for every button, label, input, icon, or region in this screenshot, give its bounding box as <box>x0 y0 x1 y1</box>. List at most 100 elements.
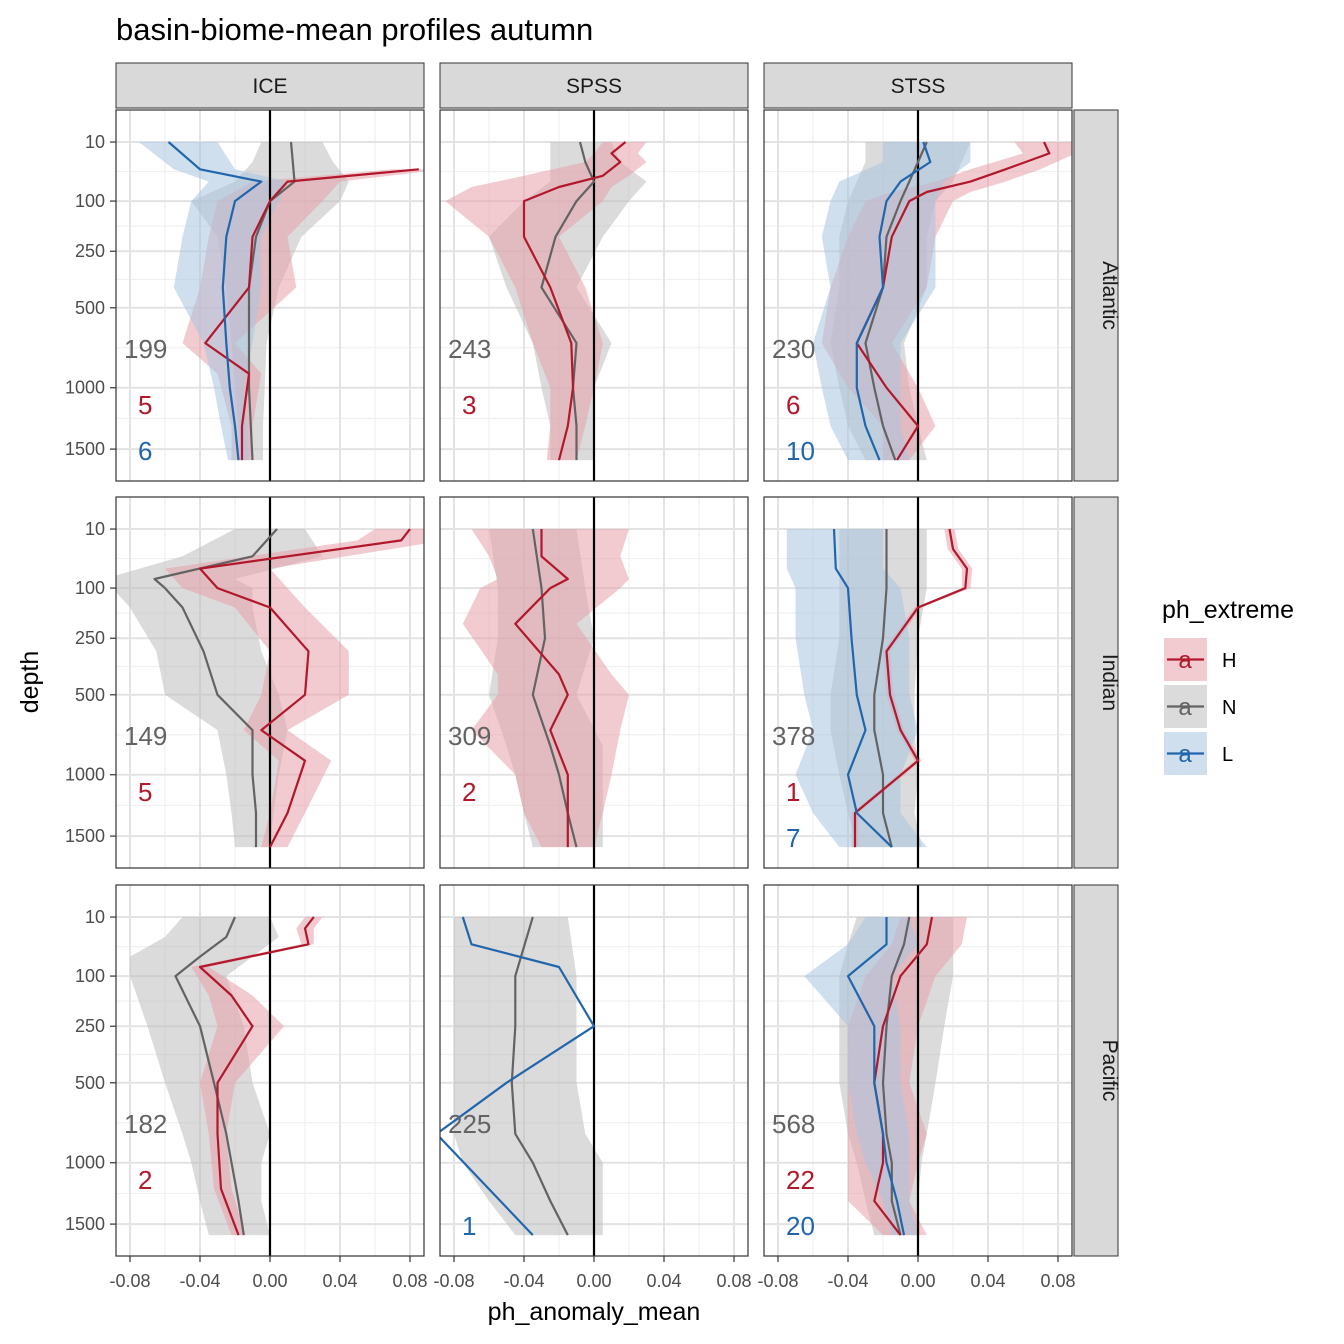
x-tick-label: -0.04 <box>179 1271 220 1291</box>
series-line-n <box>153 528 278 848</box>
panel-atlantic-spss <box>439 109 749 482</box>
x-tick-label: -0.08 <box>433 1271 474 1291</box>
panel-border <box>115 109 425 482</box>
legend-label-h: H <box>1222 650 1236 672</box>
panel-indian-ice <box>115 496 425 869</box>
series-line-n <box>540 141 596 461</box>
count-label-n: 568 <box>772 1109 815 1139</box>
ribbon-n <box>454 917 603 1236</box>
ribbon-l <box>813 142 971 461</box>
count-label-l: 20 <box>786 1211 815 1241</box>
y-tick-label: 250 <box>75 1016 105 1036</box>
panel-indian-spss <box>439 496 749 869</box>
panel-plot <box>445 110 647 481</box>
x-axis-title: ph_anomaly_mean <box>488 1298 701 1326</box>
y-tick-label: 250 <box>75 628 105 648</box>
panel-plot <box>804 885 967 1256</box>
panel-border <box>115 496 425 869</box>
y-tick-label: 100 <box>75 191 105 211</box>
labels-layer: 199 5 6 243 3 230 6 10 149 5 309 2 378 1 7 182 2 225 1 568 2… <box>65 132 1076 1291</box>
count-label-n: 230 <box>772 334 815 364</box>
panel-atlantic-ice <box>115 109 425 482</box>
y-tick-label: 1000 <box>65 765 105 785</box>
panel-plot <box>813 110 1072 481</box>
y-tick-label: 1000 <box>65 1153 105 1173</box>
count-label-n: 199 <box>124 334 167 364</box>
y-axis-title: depth <box>16 651 44 714</box>
count-label-l: 10 <box>786 436 815 466</box>
count-label-n: 378 <box>772 721 815 751</box>
y-tick-label: 500 <box>75 1073 105 1093</box>
panel-indian-stss <box>763 496 1073 869</box>
count-label-l: 6 <box>138 436 152 466</box>
x-tick-label: -0.08 <box>109 1271 150 1291</box>
series-line-h <box>855 141 1051 461</box>
y-tick-label: 10 <box>85 132 105 152</box>
ribbon-h <box>445 142 647 461</box>
x-tick-label: 0.04 <box>646 1271 681 1291</box>
x-tick-label: 0.00 <box>576 1271 611 1291</box>
count-label-n: 243 <box>448 334 491 364</box>
x-tick-label: 0.08 <box>1040 1271 1075 1291</box>
count-label-h: 3 <box>462 390 476 420</box>
x-tick-label: 0.04 <box>970 1271 1005 1291</box>
x-tick-label: -0.04 <box>827 1271 868 1291</box>
y-tick-label: 1500 <box>65 1214 105 1234</box>
row-strip-label: Indian <box>1098 654 1121 711</box>
series-line-n <box>510 916 569 1236</box>
count-label-n: 149 <box>124 721 167 751</box>
series-line-l <box>846 917 906 1236</box>
count-label-h: 22 <box>786 1165 815 1195</box>
legend-label-l: L <box>1222 744 1233 766</box>
ribbon-h <box>165 529 424 848</box>
x-tick-label: 0.04 <box>322 1271 357 1291</box>
count-label-n: 309 <box>448 721 491 751</box>
legend-label-n: N <box>1222 697 1236 719</box>
column-strip-label: STSS <box>891 75 946 98</box>
x-tick-label: 0.00 <box>900 1271 935 1291</box>
column-strip-label: SPSS <box>566 75 622 98</box>
panel-plot <box>130 885 323 1256</box>
series-line-h <box>514 529 569 848</box>
x-tick-label: -0.04 <box>503 1271 544 1291</box>
count-label-h: 5 <box>138 777 152 807</box>
column-strip-spss <box>439 62 749 109</box>
series-line-l <box>167 141 263 461</box>
panel-plot <box>116 497 424 868</box>
count-label-n: 225 <box>448 1109 491 1139</box>
panel-plot <box>462 497 629 868</box>
series-line-h <box>204 168 419 461</box>
x-tick-label: 0.08 <box>716 1271 751 1291</box>
series-line-h <box>522 141 627 461</box>
ribbon-l <box>138 142 288 461</box>
ribbon-h <box>462 529 629 848</box>
legend: ph_extreme aHaNaL <box>1162 596 1294 775</box>
panel-plot <box>440 885 603 1256</box>
y-tick-label: 1000 <box>65 378 105 398</box>
panel-plot <box>138 110 424 481</box>
legend-title: ph_extreme <box>1162 596 1294 624</box>
count-label-h: 2 <box>462 777 476 807</box>
count-label-h: 2 <box>138 1165 152 1195</box>
x-tick-label: 0.00 <box>252 1271 287 1291</box>
column-strip-stss <box>763 62 1073 109</box>
series-line-l <box>440 916 596 1236</box>
row-strip-label: Atlantic <box>1098 261 1121 330</box>
series-line-h <box>198 528 411 848</box>
y-tick-label: 100 <box>75 966 105 986</box>
panel-border <box>763 109 1073 482</box>
y-tick-label: 10 <box>85 907 105 927</box>
y-tick-label: 500 <box>75 298 105 318</box>
row-strip-label: Pacific <box>1098 1040 1121 1102</box>
x-tick-label: -0.08 <box>757 1271 798 1291</box>
column-strip-label: ICE <box>252 75 287 98</box>
panel-atlantic-stss <box>763 109 1073 482</box>
count-label-l: 1 <box>462 1211 476 1241</box>
series-line-h <box>853 528 969 848</box>
row-strip-atlantic <box>1073 109 1119 482</box>
count-label-l: 7 <box>786 823 800 853</box>
count-label-h: 6 <box>786 390 800 420</box>
panel-border <box>439 109 749 482</box>
count-label-h: 5 <box>138 390 152 420</box>
